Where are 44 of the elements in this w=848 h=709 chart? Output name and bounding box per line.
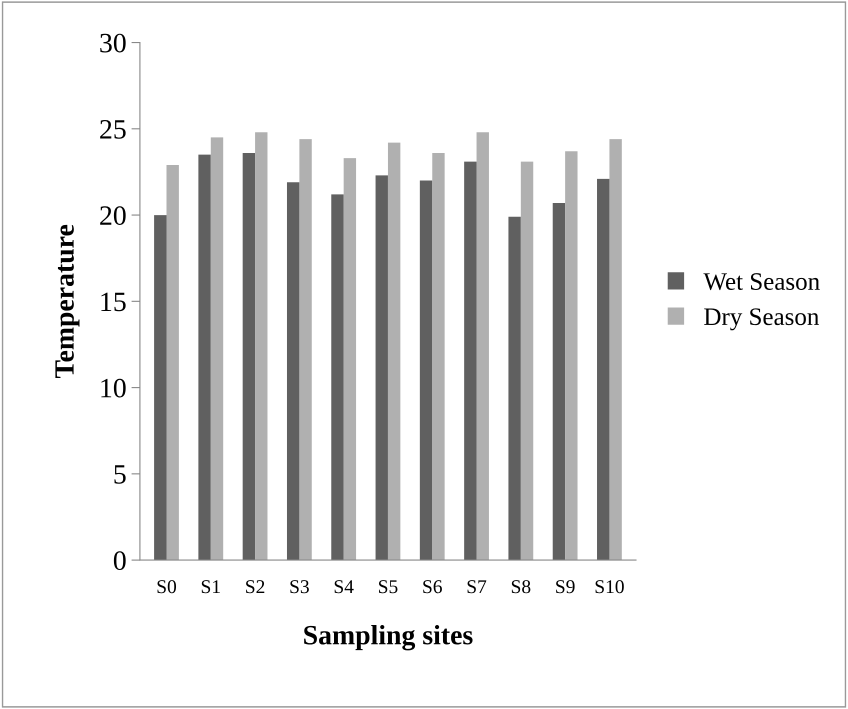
bar: [255, 132, 268, 560]
x-axis-title: Sampling sites: [304, 624, 473, 650]
legend-label: Wet Season: [703, 273, 820, 290]
bar: [565, 151, 578, 560]
x-tick-label: S6: [423, 580, 442, 594]
x-tick-label: S5: [378, 580, 398, 594]
x-tick-label: S8: [512, 580, 530, 594]
x-tick-label: S4: [334, 580, 354, 594]
x-tick-label: S9: [556, 580, 575, 594]
y-tick-label: 20: [100, 206, 126, 225]
bar: [344, 158, 356, 560]
bar: [154, 215, 166, 560]
y-axis-title: Temperature: [55, 224, 80, 378]
y-tick-label: 30: [100, 34, 126, 52]
y-tick-label: 15: [101, 292, 126, 312]
bar: [464, 162, 477, 560]
bar: [299, 139, 312, 560]
y-tick-label: 0: [114, 551, 126, 570]
bar: [388, 142, 400, 560]
bar: [432, 152, 445, 560]
bar: [476, 132, 489, 560]
bar: [376, 175, 388, 560]
y-tick-label: 25: [100, 120, 126, 139]
x-tick-label: S2: [246, 580, 264, 594]
bar: [508, 216, 521, 560]
bar: [166, 165, 179, 560]
bar: [198, 154, 211, 560]
y-tick-label: 10: [101, 378, 126, 398]
x-tick-label: S1: [202, 580, 220, 594]
bar: [609, 139, 622, 560]
bar: [420, 180, 432, 560]
legend-label: Dry Season: [704, 308, 819, 330]
bar: [286, 182, 300, 560]
bar: [552, 202, 566, 560]
x-tick-label: S0: [158, 580, 176, 594]
bar: [331, 194, 344, 560]
x-tick-label: S7: [468, 580, 486, 594]
bar: [242, 152, 256, 560]
bar: [210, 137, 224, 560]
bar: [597, 178, 610, 560]
x-tick-label: S3: [290, 580, 309, 594]
bar: [520, 162, 534, 560]
x-tick-label: S10: [596, 580, 624, 594]
y-tick-label: 5: [114, 465, 126, 484]
